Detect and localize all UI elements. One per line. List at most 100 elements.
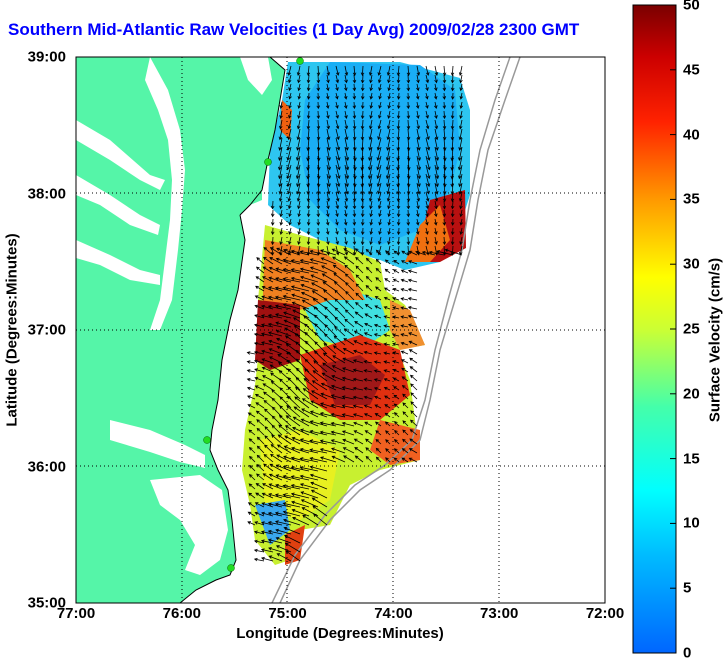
velocity-arrow (396, 200, 401, 210)
velocity-arrow (425, 119, 430, 130)
velocity-arrow (309, 439, 328, 445)
velocity-arrow (275, 321, 292, 328)
velocity-arrow (375, 249, 382, 256)
velocity-arrow (260, 314, 274, 319)
velocity-arrow (256, 419, 265, 427)
velocity-arrow (369, 92, 374, 100)
velocity-arrow (268, 493, 283, 499)
velocity-arrow (335, 101, 339, 109)
velocity-arrow (344, 155, 350, 171)
velocity-arrow (416, 65, 421, 77)
velocity-arrow (268, 266, 283, 274)
velocity-arrow (364, 313, 373, 319)
velocity-arrow (365, 294, 373, 301)
velocity-arrow (297, 110, 301, 120)
velocity-arrow (459, 83, 463, 92)
velocity-arrow (459, 227, 464, 236)
velocity-arrow (320, 402, 337, 409)
x-tick-label: 73:00 (480, 605, 519, 622)
velocity-arrow (306, 101, 311, 110)
velocity-arrow (300, 491, 319, 499)
colorbar-tick-label: 30 (683, 255, 700, 273)
velocity-arrow (434, 137, 439, 151)
velocity-arrow (254, 304, 265, 310)
velocity-arrow (270, 227, 275, 236)
velocity-arrow (408, 457, 418, 463)
velocity-arrow (300, 418, 319, 427)
velocity-arrow (368, 65, 373, 77)
velocity-arrow (384, 404, 391, 409)
velocity-arrow (309, 465, 328, 472)
velocity-arrow (279, 119, 283, 130)
velocity-arrow (425, 101, 429, 109)
velocity-arrow (246, 351, 256, 355)
velocity-arrow (306, 218, 311, 226)
bay-tributary-3 (76, 240, 160, 285)
velocity-arrow (313, 513, 328, 526)
velocity-arrow (254, 511, 265, 517)
velocity-arrow (344, 264, 355, 274)
x-tick-label: 75:00 (268, 605, 307, 622)
velocity-arrow (326, 65, 331, 77)
velocity-arrow (253, 557, 265, 562)
velocity-arrow (377, 128, 382, 141)
velocity-arrow (319, 439, 337, 445)
velocity-arrow (425, 218, 429, 226)
eastern-shore-coast (239, 57, 286, 216)
velocity-arrow (408, 340, 418, 346)
velocity-arrow (341, 413, 355, 418)
velocity-arrow (416, 128, 421, 141)
velocity-arrow (316, 227, 321, 236)
velocity-arrow (434, 119, 439, 130)
velocity-arrow (377, 65, 382, 76)
velocity-arrow (401, 448, 409, 454)
velocity-arrow (304, 368, 319, 382)
velocity-arrow (326, 236, 330, 246)
velocity-arrow (401, 384, 409, 391)
velocity-arrow (400, 315, 409, 319)
velocity-arrow (416, 83, 420, 92)
y-tick-label: 36:00 (27, 458, 66, 475)
velocity-arrow (268, 547, 283, 553)
velocity-arrow (383, 296, 391, 301)
velocity-arrow (248, 438, 256, 445)
velocity-arrow (267, 304, 283, 310)
velocity-arrow (384, 412, 391, 418)
velocity-arrow (375, 286, 382, 292)
velocity-arrow (335, 119, 340, 130)
velocity-arrow (378, 200, 382, 210)
velocity-arrow (375, 277, 382, 283)
velocity-arrow (287, 65, 292, 76)
velocity-arrow (277, 434, 292, 445)
velocity-arrow (288, 74, 292, 84)
velocity-arrow (409, 429, 418, 436)
velocity-arrow (309, 448, 328, 454)
velocity-arrow (278, 191, 283, 202)
velocity-arrow (301, 408, 319, 418)
velocity-arrow (264, 444, 274, 454)
velocity-arrow (320, 392, 337, 400)
velocity-arrow (406, 227, 411, 236)
velocity-arrow (459, 92, 464, 100)
velocity-arrow (450, 92, 455, 100)
velocity-arrow (255, 483, 265, 490)
velocity-arrow (335, 245, 340, 256)
velocity-arrow (364, 421, 373, 427)
velocity-arrow (325, 227, 330, 236)
velocity-arrow (415, 209, 420, 218)
velocity-arrow (406, 74, 411, 84)
bay-tributary-1 (76, 120, 165, 190)
colorbar-tick-label: 25 (683, 320, 700, 338)
velocity-arrow (279, 227, 284, 236)
velocity-arrow (436, 250, 454, 256)
velocity-arrow (290, 285, 310, 292)
velocity-arrow (324, 306, 337, 319)
velocity-arrow (297, 101, 301, 110)
velocity-arrow (393, 259, 400, 265)
velocity-arrow (373, 360, 382, 364)
velocity-arrow (352, 209, 357, 218)
velocity-arrow (297, 92, 302, 100)
velocity-arrow (286, 146, 292, 161)
velocity-arrow (402, 411, 409, 418)
velocity-arrow (248, 483, 256, 490)
